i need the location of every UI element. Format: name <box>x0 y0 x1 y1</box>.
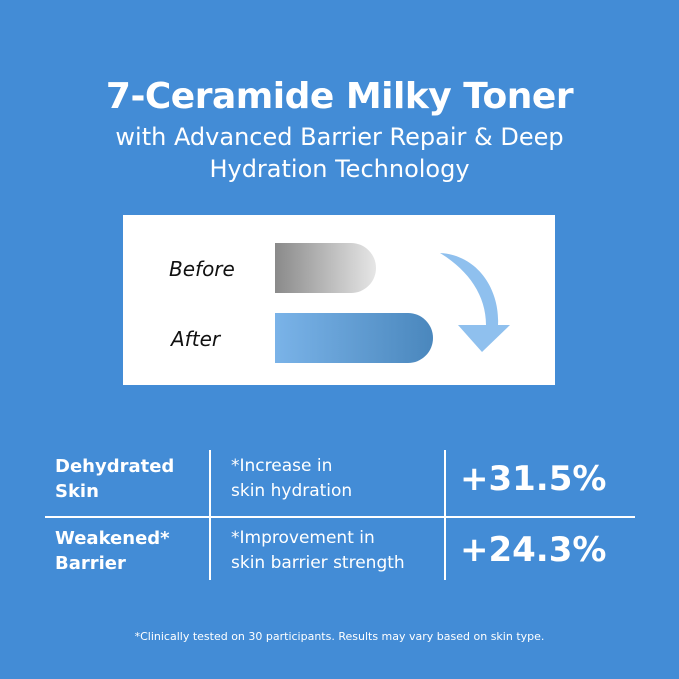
category-line: Barrier <box>55 553 126 574</box>
row-2-value: +24.3% <box>460 530 607 570</box>
row-divider <box>45 516 635 518</box>
category-line: Dehydrated <box>55 456 175 477</box>
before-after-card: Before After <box>123 215 555 385</box>
column-divider <box>444 450 446 580</box>
description-line: *Improvement in <box>231 528 375 548</box>
product-title: 7-Ceramide Milky Toner <box>105 76 574 117</box>
row-2-category: Weakened* Barrier <box>55 526 170 576</box>
row-2-description: *Improvement in skin barrier strength <box>231 526 405 576</box>
description-line: skin hydration <box>231 481 353 501</box>
row-1-category: Dehydrated Skin <box>55 454 174 504</box>
category-line: Skin <box>55 481 99 502</box>
after-bar <box>275 313 433 363</box>
before-bar <box>275 243 376 293</box>
row-1-description: *Increase in skin hydration <box>231 454 352 504</box>
before-label: Before <box>169 257 235 281</box>
row-1-value: +31.5% <box>460 459 607 499</box>
after-label: After <box>171 327 221 351</box>
subtitle-line-2: Hydration Technology <box>209 155 470 183</box>
description-line: *Increase in <box>231 456 333 476</box>
footnote: *Clinically tested on 30 participants. R… <box>134 630 545 643</box>
down-arrow-icon <box>440 253 510 352</box>
column-divider <box>209 450 211 580</box>
subtitle-line-1: with Advanced Barrier Repair & Deep <box>115 123 564 151</box>
description-line: skin barrier strength <box>231 553 405 573</box>
category-line: Weakened* <box>55 528 170 549</box>
